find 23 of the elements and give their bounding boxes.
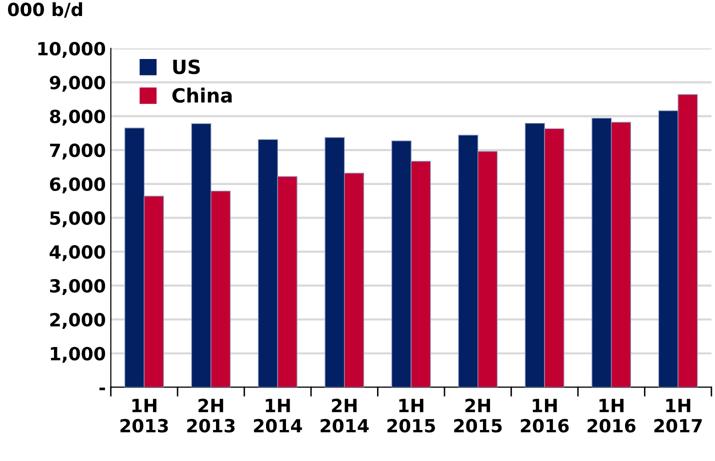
x-tick-label: 1H 2014 [254, 398, 302, 433]
y-tick-label: 5,000 [50, 211, 106, 228]
x-tick-label: 2H 2015 [454, 398, 502, 433]
x-tick-label: 1H 2016 [588, 398, 636, 433]
x-tick-label: 1H 2013 [120, 398, 168, 433]
x-tick-label: 1H 2017 [654, 398, 702, 433]
y-tick-label: 4,000 [50, 245, 106, 262]
y-tick-label: 1,000 [50, 346, 106, 363]
y-tick-label: 3,000 [50, 279, 106, 296]
x-tick-label: 1H 2015 [387, 398, 435, 433]
y-tick-label: 8,000 [50, 110, 106, 126]
legend-label: US [173, 59, 200, 74]
x-tick-label: 2H 2013 [187, 398, 235, 433]
y-tick-label: - [99, 388, 105, 390]
y-tick-label: 2,000 [50, 312, 106, 329]
y-tick-label: 6,000 [50, 177, 106, 194]
y-tick-label: 7,000 [50, 144, 106, 160]
x-tick-label: 2H 2014 [320, 398, 369, 433]
y-axis-title: 000 b/d [8, 2, 82, 18]
y-tick-label: 9,000 [50, 76, 106, 92]
y-tick-label: 10,000 [38, 42, 106, 58]
x-tick-label: 1H 2016 [520, 398, 569, 433]
legend-label: China [172, 88, 232, 103]
